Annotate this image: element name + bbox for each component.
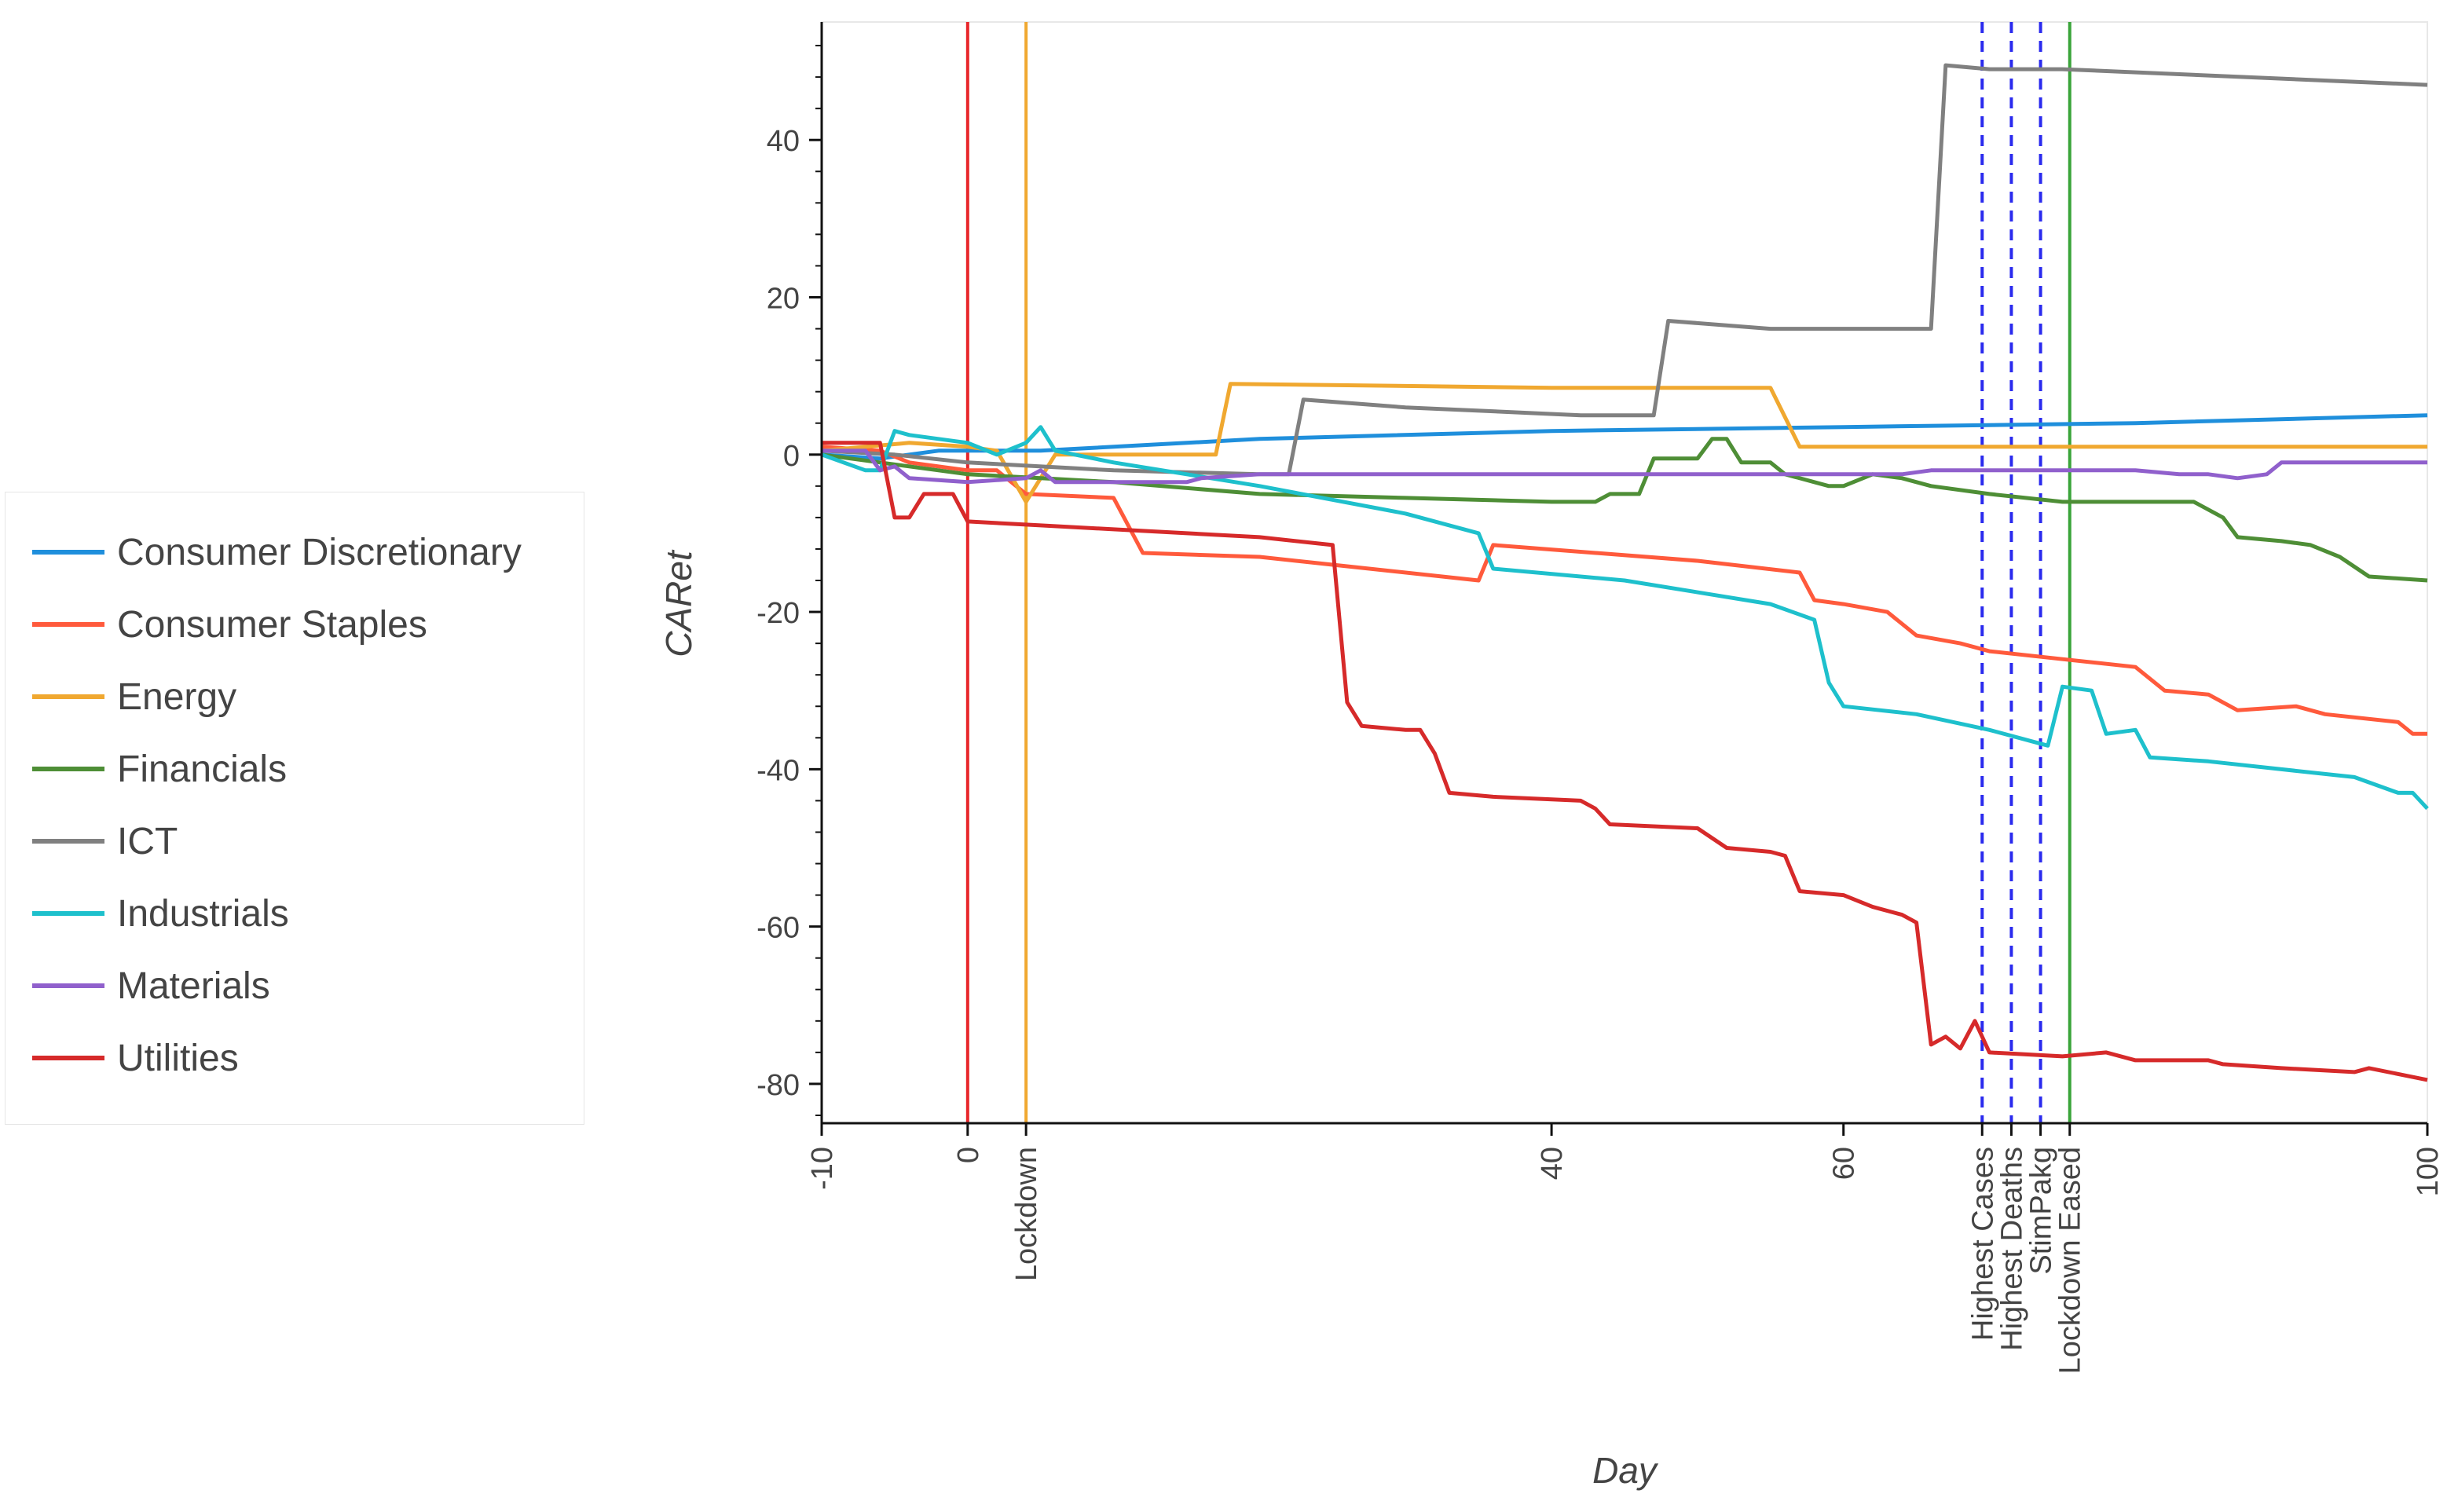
legend-item: Industrials (32, 890, 289, 937)
x-tick-label: StimPakg (2025, 1147, 2058, 1275)
series-line (822, 448, 2427, 485)
legend-item: Energy (32, 673, 236, 720)
legend-swatch (32, 983, 104, 988)
x-axis-title: Day (1592, 1450, 1659, 1491)
legend-swatch (32, 694, 104, 699)
legend-item: Financials (32, 745, 287, 793)
x-tick-label: Lockdown Eased (2054, 1147, 2087, 1374)
y-tick-label: -40 (756, 754, 800, 787)
legend-label: Materials (117, 965, 270, 1007)
legend-swatch (32, 622, 104, 627)
series-line (821, 382, 2427, 504)
series-line (821, 63, 2428, 477)
legend-swatch (32, 550, 104, 555)
legend-label: Industrials (117, 892, 289, 935)
x-tick-label: 40 (1536, 1147, 1569, 1180)
y-tick-label: 40 (767, 125, 800, 158)
legend-item: Consumer Discretionary (32, 529, 522, 576)
x-tick-label: 0 (952, 1147, 985, 1163)
x-tick-label: 60 (1828, 1147, 1861, 1180)
y-tick-label: -20 (756, 597, 800, 630)
series-line (822, 441, 2428, 1082)
legend-label: Utilities (117, 1037, 239, 1079)
legend-label: ICT (117, 820, 178, 862)
x-tick-label: Highest Deaths (1995, 1147, 2028, 1351)
legend-label: Consumer Discretionary (117, 531, 522, 573)
x-tick-label: -10 (806, 1147, 839, 1190)
x-tick-label: 100 (2412, 1147, 2445, 1196)
plot-frame (821, 21, 2428, 1124)
legend-item: ICT (32, 818, 178, 865)
legend-swatch (32, 1056, 104, 1060)
legend-item: Materials (32, 962, 270, 1009)
legend-swatch (32, 767, 104, 771)
legend-swatch (32, 911, 104, 916)
legend: Consumer Discretionary Consumer Staples En… (5, 492, 584, 1125)
legend-label: Financials (117, 748, 288, 790)
y-tick-label: -60 (756, 912, 800, 945)
series-line (821, 437, 2428, 583)
legend-label: Energy (117, 675, 237, 718)
y-tick-label: 20 (767, 283, 800, 316)
legend-swatch (32, 839, 104, 844)
legend-item: Utilities (32, 1034, 239, 1082)
series-line (821, 425, 2429, 811)
x-tick-label: Highest Cases (1966, 1147, 1999, 1341)
x-tick-label: Lockdown (1010, 1147, 1043, 1281)
y-tick-label: -80 (756, 1069, 800, 1102)
legend-label: Consumer Staples (117, 603, 427, 646)
y-axis-title: CARet (658, 549, 699, 657)
y-tick-label: 0 (783, 440, 800, 473)
series-line (821, 445, 2427, 736)
legend-item: Consumer Staples (32, 601, 427, 648)
